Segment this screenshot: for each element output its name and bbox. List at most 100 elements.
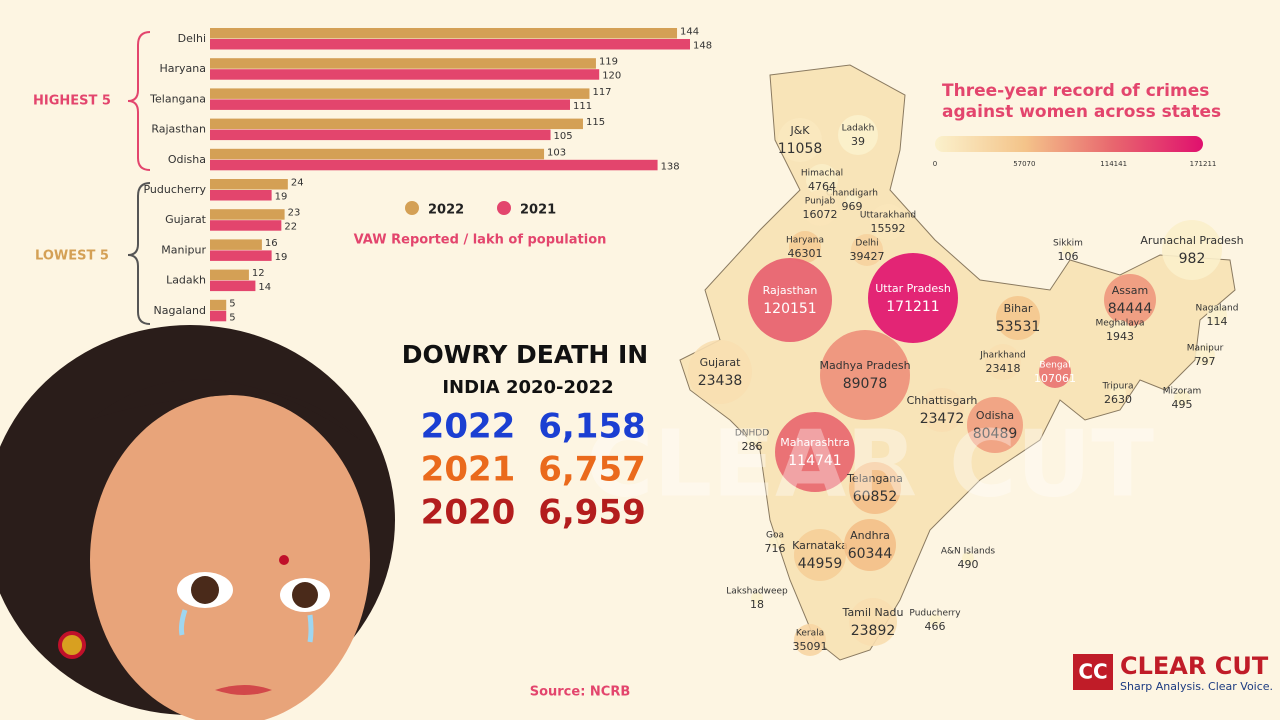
state-value: 4764 (808, 180, 836, 193)
bar (210, 129, 551, 141)
data-label: 5 (229, 298, 235, 309)
state-region (1207, 305, 1227, 325)
state-name: Haryana (786, 236, 824, 246)
dowry-value: 6,959 (538, 493, 646, 533)
bracket (127, 31, 151, 171)
dowry-subtitle: INDIA 2020-2022 (442, 377, 613, 398)
state-value: 53531 (996, 319, 1041, 335)
state-name: Karnataka (792, 539, 848, 552)
data-label: 138 (661, 161, 680, 172)
state-region (794, 624, 826, 656)
state-value: 171211 (886, 299, 939, 315)
state-name: Lakshadweep (726, 587, 788, 597)
state-value: 23472 (920, 411, 965, 427)
data-label: 144 (680, 27, 699, 38)
data-label: 115 (586, 117, 605, 128)
data-label: 16 (265, 238, 278, 249)
state-name: Nagaland (1196, 304, 1239, 314)
state-region (802, 190, 838, 226)
state-region (1195, 345, 1215, 365)
state-name: DNHDD (735, 429, 769, 439)
bar (210, 179, 288, 190)
state-value: 80489 (973, 426, 1018, 442)
state-region (844, 519, 896, 571)
state-name: Maharashtra (780, 436, 850, 449)
legend-label: 2022 (428, 203, 464, 218)
dowry-year: 2022 (421, 407, 516, 447)
data-label: 22 (284, 222, 297, 233)
data-label: 105 (554, 131, 573, 142)
state-value: 44959 (798, 556, 843, 572)
state-region (778, 118, 822, 162)
state-name: Assam (1112, 284, 1148, 297)
dowry-title: DOWRY DEATH IN (402, 340, 648, 369)
state-name: Mizoram (1163, 387, 1201, 397)
state-region (851, 234, 883, 266)
state-region (775, 412, 855, 492)
state-region (794, 529, 846, 581)
group-label: HIGHEST 5 (33, 94, 111, 109)
bar (210, 310, 227, 322)
bar (210, 250, 272, 261)
bar (210, 69, 600, 80)
state-region (868, 253, 958, 343)
state-value: 84444 (1108, 301, 1153, 317)
state-region (920, 388, 964, 432)
bar (210, 159, 658, 171)
state-name: Goa (766, 531, 784, 541)
map-title: against women across states (942, 102, 1221, 122)
bar (210, 220, 282, 231)
state-value: 11058 (778, 141, 823, 157)
state-value: 39427 (850, 250, 885, 263)
state-value: 716 (765, 542, 786, 555)
state-value: 120151 (763, 301, 816, 317)
watermark: CLEAR CUT (586, 410, 1154, 517)
state-name: Puducherry (909, 609, 961, 619)
data-label: 24 (291, 178, 304, 189)
state-value: 18 (750, 598, 764, 611)
legend-swatch (497, 201, 511, 215)
scale-tick-label: 171211 (1190, 160, 1217, 168)
y-tick-label: Gujarat (165, 213, 207, 226)
state-name: Kerala (796, 629, 824, 639)
state-region (769, 536, 781, 548)
state-region (806, 164, 838, 196)
state-name: Tripura (1101, 382, 1133, 392)
state-region (849, 598, 897, 646)
brand-name: CLEAR CUT (1120, 652, 1269, 680)
state-name: Telangana (846, 472, 903, 485)
y-tick-label: Telangana (149, 92, 206, 105)
state-name: Chandigarh (826, 189, 878, 199)
state-value: 46301 (788, 247, 823, 260)
y-tick-label: Delhi (178, 32, 206, 45)
state-value: 35091 (793, 640, 828, 653)
bar (210, 118, 583, 130)
data-label: 120 (602, 71, 621, 82)
state-region (870, 204, 906, 240)
state-region (1174, 390, 1190, 406)
group-label: LOWEST 5 (35, 249, 109, 264)
state-value: 89078 (843, 376, 888, 392)
brand-tagline: Sharp Analysis. Clear Voice. (1120, 680, 1273, 693)
scale-tick-label: 57070 (1013, 160, 1035, 168)
x-axis-label: VAW Reported / lakh of population (354, 233, 607, 248)
state-region (985, 344, 1021, 380)
bar (210, 39, 690, 50)
state-value: 39 (851, 135, 865, 148)
state-value: 797 (1195, 355, 1216, 368)
state-value: 60852 (853, 489, 898, 505)
data-label: 19 (275, 192, 288, 203)
state-value: 114741 (788, 453, 841, 469)
legend-label: 2021 (520, 203, 556, 218)
state-name: Tamil Nadu (842, 606, 904, 619)
state-value: 982 (1179, 251, 1206, 267)
dowry-year: 2021 (421, 450, 516, 490)
state-region (746, 434, 758, 446)
data-label: 5 (229, 312, 235, 323)
state-region (967, 397, 1023, 453)
state-value: 2630 (1104, 393, 1132, 406)
state-name: Arunachal Pradesh (1140, 234, 1243, 247)
